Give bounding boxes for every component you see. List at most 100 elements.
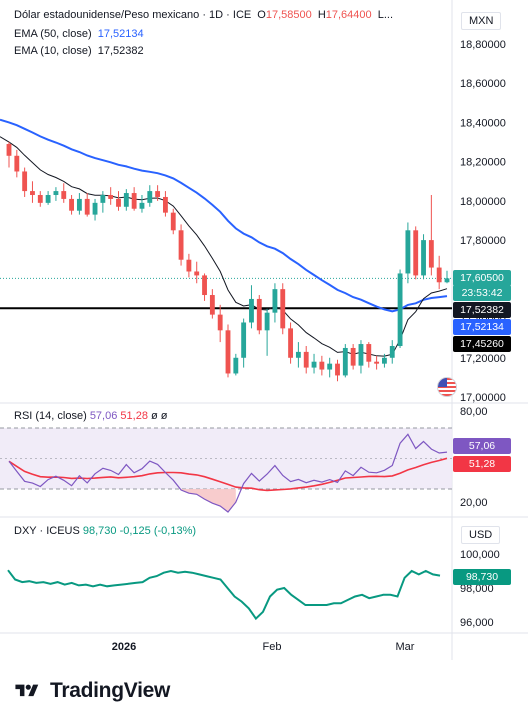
candle bbox=[123, 189, 129, 211]
candle bbox=[249, 285, 254, 329]
candle-body bbox=[53, 191, 59, 196]
candle-body bbox=[194, 271, 200, 276]
price-axis-label: 17,80000 bbox=[460, 235, 506, 247]
dxy-value-tag: 98,730 bbox=[453, 569, 511, 585]
price-axis-label: 17,00000 bbox=[460, 392, 506, 404]
rsi-value: 57,06 bbox=[89, 410, 118, 422]
candle bbox=[241, 318, 247, 368]
candle-body bbox=[288, 328, 293, 358]
tradingview-logo[interactable]: TradingView bbox=[10, 676, 170, 706]
candle-body bbox=[413, 230, 419, 276]
candle bbox=[233, 353, 239, 376]
candle bbox=[84, 193, 90, 217]
candle-body bbox=[382, 357, 387, 364]
open-value: 17,58500 bbox=[265, 9, 312, 21]
candle-body bbox=[342, 347, 348, 376]
price-axis-label: 18,00000 bbox=[460, 196, 506, 208]
candle-body bbox=[256, 298, 262, 331]
tradingview-logo-icon bbox=[15, 684, 39, 697]
candle bbox=[397, 269, 403, 348]
candle bbox=[374, 355, 380, 370]
candle-body bbox=[37, 195, 43, 203]
high-value: 17,64400 bbox=[325, 9, 372, 21]
price-axis-label: 18,40000 bbox=[460, 117, 506, 129]
candle bbox=[76, 193, 82, 215]
rsi-line bbox=[8, 433, 448, 513]
candle bbox=[116, 191, 121, 211]
ema10-label: EMA (10, close) bbox=[14, 45, 92, 57]
ema50-tag: 17,52134 bbox=[453, 319, 511, 335]
dxy-change: -0,125 (-0,13%) bbox=[119, 525, 197, 537]
candle-body bbox=[6, 144, 12, 156]
ema50-legend[interactable]: EMA (50, close) 17,52134 bbox=[14, 27, 147, 41]
candle-body bbox=[311, 361, 317, 368]
candle bbox=[37, 191, 43, 207]
dxy-axis-label: 98,000 bbox=[460, 583, 494, 595]
candle-body bbox=[280, 289, 286, 329]
candle bbox=[92, 198, 98, 221]
candle bbox=[264, 308, 270, 356]
candle-body bbox=[116, 198, 121, 207]
candle-body bbox=[170, 212, 176, 231]
candle bbox=[6, 142, 12, 168]
candle bbox=[405, 222, 411, 284]
candle-body bbox=[421, 240, 426, 276]
price-axis-label: 18,20000 bbox=[460, 157, 506, 169]
high-label: H bbox=[317, 9, 326, 21]
currency-unit-button[interactable]: MXN bbox=[461, 12, 502, 30]
candle bbox=[69, 195, 74, 215]
candle bbox=[45, 191, 51, 205]
candle bbox=[225, 324, 231, 378]
us-flag-icon[interactable] bbox=[437, 377, 457, 397]
candle-body bbox=[30, 191, 35, 196]
candle bbox=[61, 183, 67, 203]
ema10-value: 17,52382 bbox=[97, 45, 144, 57]
candle-body bbox=[84, 198, 90, 215]
rsi-ma-value: 51,28 bbox=[120, 410, 148, 422]
ema10-tag: 17,52382 bbox=[453, 302, 511, 318]
candle-body bbox=[14, 155, 20, 172]
dxy-value: 98,730 bbox=[82, 525, 117, 537]
symbol-legend[interactable]: Dólar estadounidense/Peso mexicano · 1D … bbox=[14, 8, 396, 22]
candle bbox=[256, 295, 262, 335]
ema10-line bbox=[0, 136, 448, 357]
candle bbox=[53, 187, 59, 201]
candle bbox=[327, 357, 333, 378]
rsi-extra-1: ø bbox=[151, 410, 158, 422]
candle bbox=[217, 304, 223, 343]
rsi-axis-label: 80,00 bbox=[460, 406, 488, 418]
candle bbox=[194, 261, 200, 284]
candle bbox=[295, 342, 301, 368]
ema50-label: EMA (50, close) bbox=[14, 28, 92, 40]
candle bbox=[382, 353, 387, 368]
candle bbox=[108, 187, 114, 205]
chart-svg[interactable]: 18,80000 18,60000 18,40000 18,20000 18,00000… bbox=[0, 0, 528, 660]
candle bbox=[163, 191, 168, 217]
rsi-extra-2: ø bbox=[160, 410, 168, 422]
dxy-unit-button[interactable]: USD bbox=[461, 526, 501, 544]
dxy-label: DXY · ICEUS bbox=[14, 525, 80, 537]
candle bbox=[30, 181, 35, 203]
time-axis-label: 2026 bbox=[112, 641, 136, 653]
candle-body bbox=[69, 198, 74, 211]
price-axis-label: 18,80000 bbox=[460, 39, 506, 51]
candle bbox=[436, 255, 442, 290]
candle-body bbox=[358, 344, 364, 366]
chart-background bbox=[0, 0, 528, 660]
candle-body bbox=[45, 195, 51, 203]
candle bbox=[421, 234, 426, 280]
rsi-legend[interactable]: RSI (14, close) 57,06 51,28 ø ø bbox=[14, 410, 168, 422]
horizontal-line-tag: 17,45260 bbox=[453, 336, 511, 352]
candle bbox=[366, 342, 372, 368]
candle bbox=[100, 191, 106, 213]
candle-body bbox=[233, 357, 239, 374]
candle-body bbox=[397, 273, 403, 347]
candle-body bbox=[319, 361, 325, 370]
candle bbox=[155, 185, 161, 201]
candle-body bbox=[366, 344, 372, 362]
chart-area[interactable]: 18,80000 18,60000 18,40000 18,20000 18,00000… bbox=[0, 0, 528, 660]
rsi-ma-tag: 51,28 bbox=[453, 456, 511, 472]
ema10-legend[interactable]: EMA (10, close) 17,52382 bbox=[14, 44, 147, 58]
ema50-value: 17,52134 bbox=[97, 28, 144, 40]
dxy-legend[interactable]: DXY · ICEUS 98,730 -0,125 (-0,13%) bbox=[14, 525, 196, 537]
